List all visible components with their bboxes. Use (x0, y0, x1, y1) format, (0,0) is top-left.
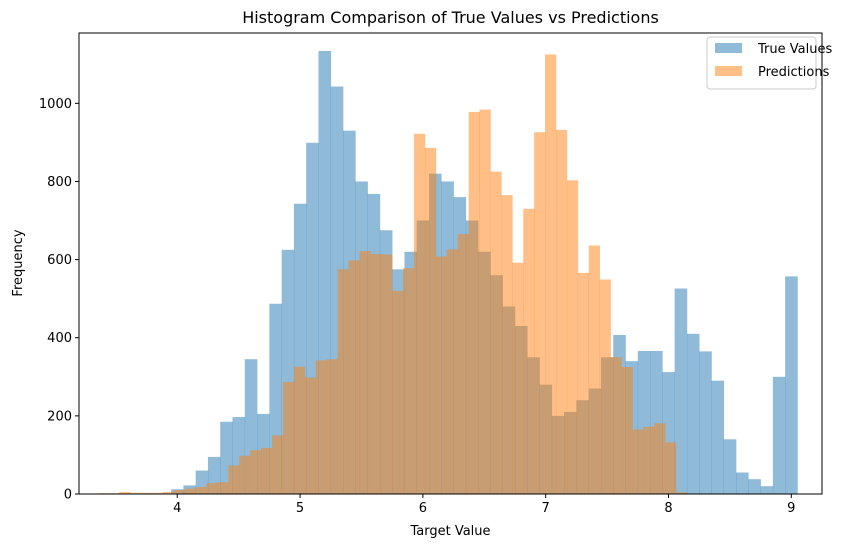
predictions-bar (370, 254, 382, 494)
predictions-bar (337, 269, 349, 494)
predictions-bar (283, 381, 295, 494)
predictions-bar (534, 132, 546, 495)
true-values-bar (785, 276, 798, 494)
y-axis-ticks: 0 200 400 600 800 1000 (39, 97, 79, 503)
predictions-bar (479, 109, 491, 494)
legend-label-true-values: True Values (757, 42, 832, 57)
true-values-bar (699, 351, 712, 494)
y-axis-label: Frequency (11, 229, 26, 296)
predictions-bar (414, 133, 426, 495)
predictions-bar (173, 490, 186, 494)
plot-frame (78, 32, 823, 495)
legend-swatch-predictions (715, 66, 742, 76)
predictions-bar (228, 465, 240, 494)
predictions-bar (315, 360, 327, 494)
predictions-bar (130, 492, 142, 494)
predictions-bar (566, 180, 579, 495)
predictions-bar (272, 435, 284, 494)
true-values-bar (674, 288, 688, 494)
x-axis-label: Target Value (409, 524, 490, 539)
predictions-bar (392, 290, 404, 494)
true-values-bar (723, 439, 737, 494)
predictions-bars (97, 54, 688, 495)
true-values-bar (711, 380, 725, 494)
predictions-bar (654, 423, 666, 494)
predictions-bar (676, 492, 688, 494)
legend-swatch-true-values (715, 43, 742, 53)
predictions-bar (490, 171, 502, 494)
true-values-bar (736, 472, 749, 494)
predictions-bar (468, 111, 480, 495)
predictions-bar (665, 442, 677, 494)
predictions-bar (643, 426, 655, 494)
predictions-bar (206, 483, 218, 494)
predictions-bar (239, 455, 251, 494)
predictions-bar (326, 359, 338, 494)
true-values-bar (760, 486, 774, 494)
predictions-bar (512, 262, 524, 494)
predictions-bar (577, 272, 590, 494)
predictions-bar (250, 450, 262, 494)
predictions-bar (588, 245, 600, 494)
predictions-bar (195, 486, 207, 494)
predictions-bar (141, 492, 153, 494)
predictions-bar (424, 147, 437, 495)
x-tick-label: 8 (664, 501, 672, 516)
predictions-bar (555, 129, 568, 494)
predictions-bar (304, 377, 317, 494)
x-tick-label: 4 (173, 501, 181, 516)
y-tick-label: 800 (47, 175, 72, 190)
predictions-bar (545, 54, 557, 495)
legend: True Values Predictions (706, 36, 832, 90)
predictions-bar (261, 447, 273, 494)
x-axis-ticks: 4 5 6 7 8 9 (173, 494, 795, 516)
predictions-bar (152, 492, 164, 494)
true-values-bar (686, 333, 700, 494)
predictions-bar (610, 357, 622, 494)
predictions-bar (446, 249, 459, 494)
predictions-bar (403, 268, 415, 494)
y-tick-label: 600 (47, 253, 72, 268)
predictions-bar (435, 256, 448, 494)
x-tick-label: 6 (419, 501, 427, 516)
predictions-bar (217, 482, 229, 494)
predictions-bar (523, 208, 535, 494)
predictions-bar (162, 492, 175, 494)
chart-title: Histogram Comparison of True Values vs P… (242, 8, 659, 27)
x-tick-label: 5 (296, 501, 304, 516)
predictions-bar (184, 488, 196, 494)
legend-label-predictions: Predictions (758, 65, 830, 80)
true-values-bar (748, 479, 761, 494)
predictions-bar (359, 251, 371, 494)
predictions-bar (632, 429, 644, 494)
y-tick-label: 1000 (39, 97, 72, 112)
x-tick-label: 9 (787, 501, 795, 516)
predictions-bar (381, 254, 393, 494)
y-tick-label: 0 (64, 488, 72, 503)
x-tick-label: 7 (542, 501, 550, 516)
predictions-bar (348, 260, 360, 494)
true-values-bar (772, 376, 786, 494)
predictions-bar (501, 195, 513, 494)
y-tick-label: 400 (47, 331, 72, 346)
y-tick-label: 200 (47, 409, 72, 424)
predictions-bar (457, 234, 469, 494)
predictions-bar (621, 367, 633, 494)
predictions-bar (599, 279, 611, 494)
predictions-bar (119, 492, 131, 494)
predictions-bar (293, 366, 306, 494)
